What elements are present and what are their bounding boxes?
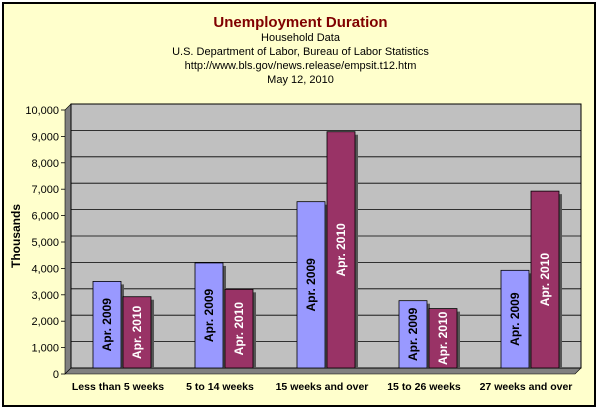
bar-1 <box>530 190 560 369</box>
bar-data-label: Apr. 2009 <box>202 288 216 342</box>
y-tick-label: 1,000 <box>31 343 59 355</box>
chart-subtitle-source: Household Data <box>261 32 340 44</box>
y-tick-label: 7,000 <box>31 184 59 196</box>
bar-0 <box>296 201 326 369</box>
y-axis-label: Thousands <box>9 204 23 268</box>
bar-data-label: Apr. 2009 <box>100 298 114 352</box>
x-category-label: Less than 5 weeks <box>72 381 164 393</box>
y-tick-label: 2,000 <box>31 316 59 328</box>
bar-0 <box>92 281 122 369</box>
bar-1 <box>224 288 254 369</box>
bar-data-label: Apr. 2010 <box>130 305 144 359</box>
bar-0 <box>398 300 428 369</box>
bar-data-label: Apr. 2009 <box>508 292 522 346</box>
bar-data-label: Apr. 2009 <box>304 258 318 312</box>
chart-subtitle-agency: U.S. Department of Labor, Bureau of Labo… <box>172 46 429 58</box>
bar-1 <box>122 296 152 369</box>
chart-title: Unemployment Duration <box>213 14 388 31</box>
x-category-label: 15 to 26 weeks <box>387 381 461 393</box>
chart-subtitle-url: http://www.bls.gov/news.release/empsit.t… <box>184 60 417 72</box>
plot-floor <box>64 367 582 375</box>
y-tick-label: 8,000 <box>31 158 59 170</box>
y-tick-label: 3,000 <box>31 290 59 302</box>
bar-data-label: Apr. 2010 <box>232 302 246 356</box>
x-category-label: 15 weeks and over <box>276 381 369 393</box>
bar-0 <box>500 269 530 369</box>
x-category-label: 5 to 14 weeks <box>186 381 254 393</box>
bar-0 <box>194 262 224 369</box>
y-tick-label: 6,000 <box>31 211 59 223</box>
plot-side-wall <box>64 103 72 375</box>
bar-1 <box>428 308 458 369</box>
y-tick-label: 10,000 <box>25 105 59 117</box>
chart-subtitle-date: May 12, 2010 <box>267 74 334 86</box>
x-category-label: 27 weeks and over <box>480 381 573 393</box>
y-tick-label: 4,000 <box>31 263 59 275</box>
bar-data-label: Apr. 2010 <box>538 253 552 307</box>
y-tick-label: 9,000 <box>31 131 59 143</box>
bar-1 <box>326 131 356 369</box>
bar-data-label: Apr. 2010 <box>436 311 450 365</box>
y-tick-label: 0 <box>53 369 59 381</box>
y-tick-label: 5,000 <box>31 237 59 249</box>
bar-data-label: Apr. 2009 <box>406 307 420 361</box>
bar-data-label: Apr. 2010 <box>334 223 348 277</box>
